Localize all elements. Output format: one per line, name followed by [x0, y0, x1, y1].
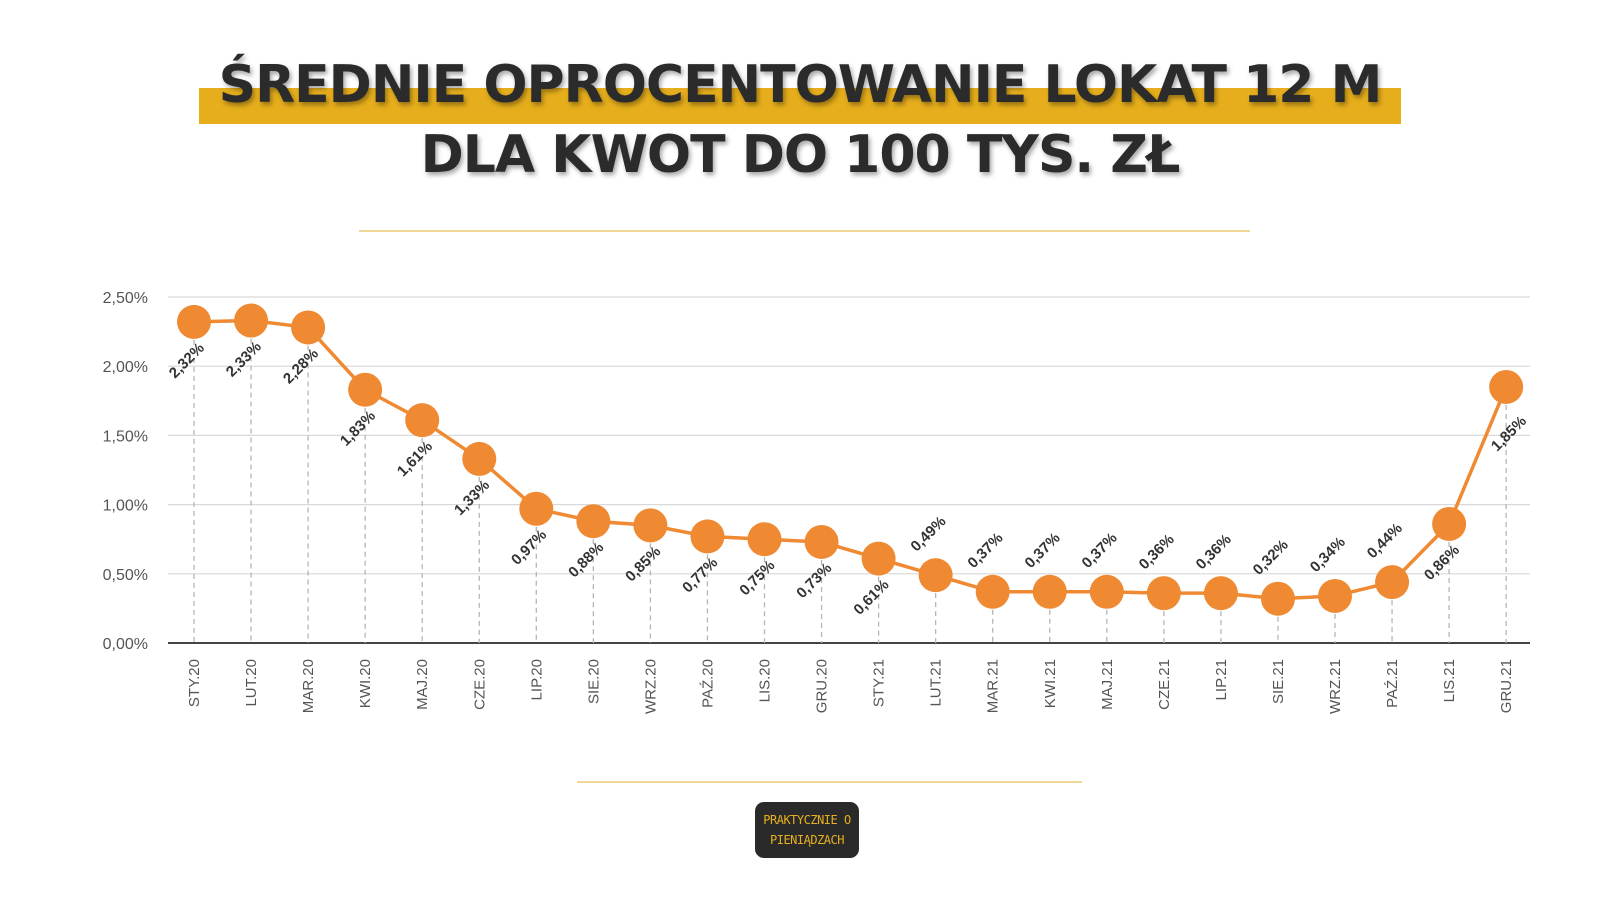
bottom-divider [577, 781, 1082, 783]
data-point [633, 508, 668, 543]
data-label: 2,33% [223, 338, 265, 380]
data-label: 0,61% [850, 576, 892, 618]
y-tick-label: 2,50% [103, 290, 148, 307]
x-tick-label: WRZ.20 [642, 659, 659, 714]
grid-layer [168, 296, 1530, 644]
data-point [747, 522, 782, 557]
title-line-1: ŚREDNIE OPROCENTOWANIE LOKAT 12 M [198, 50, 1402, 124]
data-point [1146, 576, 1181, 611]
x-tick-label: SIE.21 [1270, 659, 1287, 704]
data-point [1489, 369, 1524, 404]
data-label: 0,32% [1250, 536, 1292, 578]
y-tick-label: 1,00% [103, 498, 148, 515]
data-point [576, 504, 611, 539]
y-tick-label: 0,50% [103, 567, 148, 584]
x-tick-label: KWI.21 [1042, 659, 1059, 708]
data-label: 1,33% [451, 477, 493, 519]
x-tick-label: SIE.20 [585, 659, 602, 704]
y-tick-label: 2,00% [103, 359, 148, 376]
x-tick-label: MAR.20 [300, 659, 317, 713]
data-points [177, 303, 1524, 616]
x-tick-label: LIS.21 [1441, 659, 1458, 702]
y-axis: 0,00% 0,50% 1,00% 1,50% 2,00% 2,50% [103, 290, 148, 653]
data-point [804, 524, 839, 559]
x-tick-label: PAŹ.21 [1384, 659, 1401, 708]
data-label: 1,83% [337, 407, 379, 449]
logo-line-1: PRAKTYCZNIE O [763, 813, 851, 827]
data-label: 0,77% [679, 554, 721, 596]
data-point [1089, 574, 1124, 609]
x-tick-label: CZE.21 [1156, 659, 1173, 710]
data-label: 0,88% [565, 539, 607, 581]
data-point [1318, 578, 1352, 613]
x-tick-label: MAR.21 [985, 659, 1002, 713]
data-point [1432, 506, 1467, 541]
data-label: 0,73% [793, 560, 835, 602]
data-point [291, 310, 326, 345]
x-tick-label: PAŹ.20 [699, 659, 716, 708]
x-tick-label: STY.21 [871, 659, 888, 707]
data-label: 0,97% [508, 527, 550, 569]
chart-title: ŚREDNIE OPROCENTOWANIE LOKAT 12 M DLA KW… [0, 50, 1600, 190]
y-tick-label: 1,50% [103, 428, 148, 445]
x-tick-label: KWI.20 [357, 659, 374, 708]
data-point [1375, 565, 1410, 600]
series-line [193, 318, 1508, 601]
data-label: 0,37% [964, 530, 1006, 572]
data-label: 1,61% [394, 438, 436, 480]
data-label: 0,85% [622, 543, 664, 585]
data-label: 2,32% [166, 340, 208, 382]
x-tick-label: WRZ.21 [1327, 659, 1344, 714]
data-point [519, 491, 554, 526]
data-label: 0,49% [907, 513, 949, 555]
data-point [462, 441, 497, 476]
data-point [234, 303, 269, 338]
data-label: 0,75% [736, 557, 778, 599]
top-divider [359, 230, 1250, 232]
data-point [348, 372, 383, 407]
x-tick-label: GRU.20 [814, 659, 831, 713]
data-point [861, 541, 896, 576]
data-label: 0,44% [1364, 520, 1406, 562]
x-tick-label: LUT.21 [928, 659, 945, 707]
x-axis: STY.20 LUT.20 MAR.20 KWI.20 MAJ.20 CZE.20 LIP.… [186, 659, 1515, 714]
x-tick-label: MAJ.21 [1099, 659, 1116, 710]
x-tick-label: GRU.21 [1498, 659, 1515, 713]
x-tick-label: STY.20 [186, 659, 203, 707]
series-line-path [193, 318, 1508, 601]
data-point [690, 519, 725, 554]
data-point [975, 574, 1010, 609]
data-label: 0,36% [1136, 531, 1178, 573]
title-line-2: DLA KWOT DO 100 TYS. ZŁ [420, 125, 1181, 185]
x-tick-label: CZE.20 [471, 659, 488, 710]
data-point [1260, 581, 1295, 616]
data-point [1203, 576, 1238, 611]
x-tick-label: MAJ.20 [414, 659, 431, 710]
data-point [405, 403, 440, 438]
brand-logo: PRAKTYCZNIE O PIENIĄDZACH [755, 802, 859, 858]
data-label: 0,36% [1193, 531, 1235, 573]
x-tick-label: LIS.20 [757, 659, 774, 702]
data-label: 0,34% [1307, 534, 1349, 576]
y-tick-label: 0,00% [103, 636, 148, 653]
data-point [1032, 574, 1067, 609]
data-point [177, 304, 211, 339]
data-label: 0,37% [1079, 530, 1121, 572]
data-label: 0,37% [1022, 530, 1064, 572]
x-tick-label: LUT.20 [243, 659, 260, 707]
data-point [918, 558, 953, 593]
x-tick-label: LIP.20 [528, 659, 545, 700]
logo-line-2: PIENIĄDZACH [770, 833, 844, 847]
x-tick-label: LIP.21 [1213, 659, 1230, 700]
